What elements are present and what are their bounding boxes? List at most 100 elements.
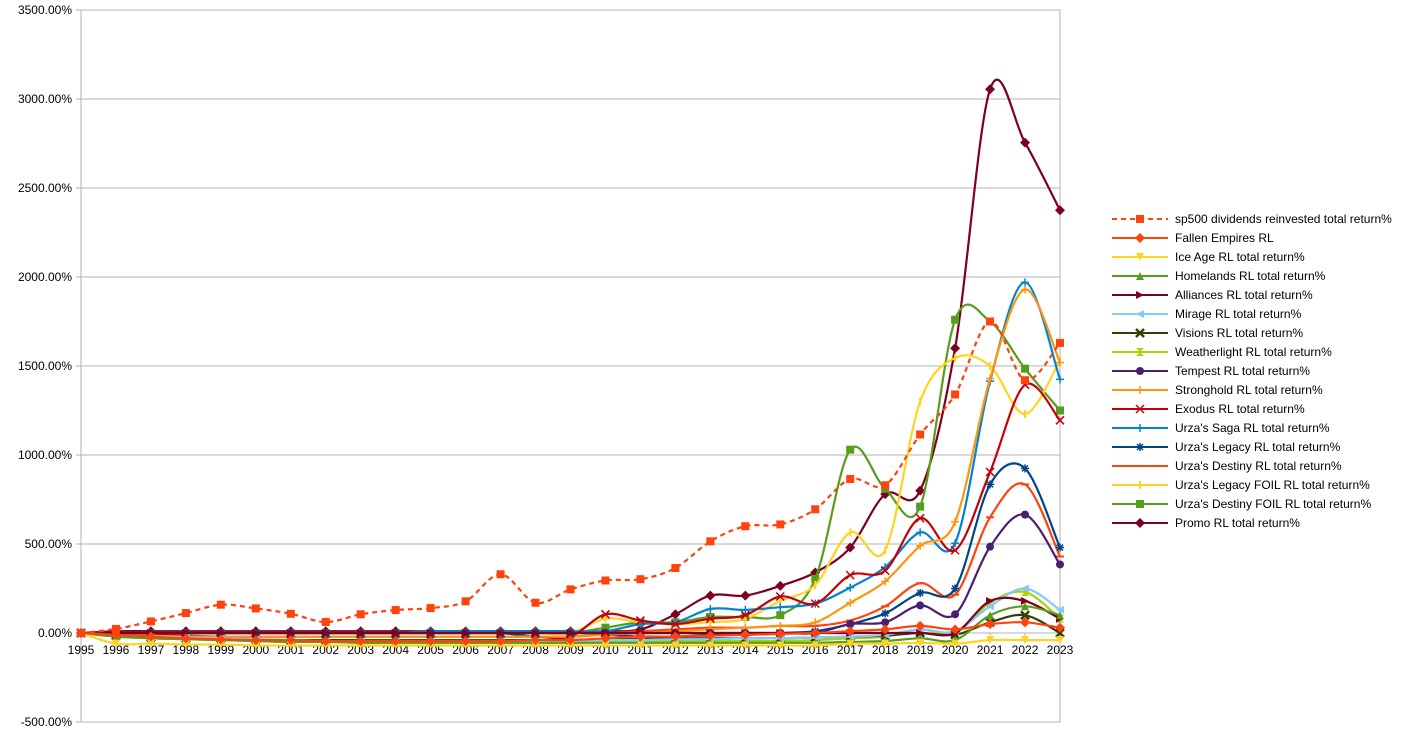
data-point	[849, 528, 852, 537]
data-point	[250, 635, 261, 646]
y-tick-label: 0.00%	[38, 626, 72, 640]
legend-swatch-marker	[1136, 291, 1144, 299]
data-point	[181, 640, 190, 649]
legend-entry: sp500 dividends reinvested total return%	[1112, 212, 1392, 226]
series-urza-s-legacy-foil-rl-total-return	[80, 353, 1061, 637]
y-tick-label: 2500.00%	[18, 181, 72, 195]
legend-label: Urza's Legacy FOIL RL total return%	[1175, 478, 1370, 492]
data-point	[1021, 584, 1030, 593]
data-point	[601, 576, 610, 585]
data-point	[356, 610, 365, 619]
data-point	[880, 624, 891, 635]
x-tick-label: 1998	[173, 643, 200, 657]
x-tick-label: 2021	[977, 643, 1004, 657]
legend-label: Urza's Destiny RL total return%	[1175, 459, 1342, 473]
data-point	[986, 596, 995, 605]
data-point	[391, 629, 400, 637]
data-point	[566, 585, 575, 594]
data-point	[881, 605, 890, 608]
data-point	[1021, 464, 1030, 473]
legend-entry: Stronghold RL total return%	[1112, 383, 1323, 397]
data-point	[635, 631, 646, 642]
legend-label: Mirage RL total return%	[1175, 307, 1302, 321]
data-point	[846, 639, 855, 648]
legend-entry: Visions RL total return%	[1112, 326, 1303, 340]
data-point	[779, 596, 782, 605]
data-point	[951, 584, 960, 593]
data-point	[1021, 285, 1030, 294]
data-point	[1056, 560, 1064, 569]
data-point	[181, 629, 190, 637]
data-point	[740, 590, 751, 601]
data-point	[986, 611, 995, 620]
data-point	[1021, 278, 1030, 287]
data-point	[811, 641, 820, 650]
data-point	[776, 641, 785, 650]
data-point	[146, 617, 155, 626]
data-point	[845, 570, 855, 580]
data-point	[1056, 375, 1064, 384]
data-point	[744, 614, 747, 623]
data-point	[600, 609, 610, 619]
data-point	[286, 609, 295, 618]
data-point	[461, 629, 470, 637]
data-point	[846, 598, 855, 607]
data-point	[251, 629, 260, 637]
y-tick-label: 1000.00%	[18, 448, 72, 462]
legend-label: Urza's Saga RL total return%	[1175, 421, 1330, 435]
data-point	[810, 628, 821, 638]
legend-label: Exodus RL total return%	[1175, 402, 1305, 416]
legend-label: Promo RL total return%	[1175, 516, 1300, 530]
data-point	[950, 343, 961, 354]
data-point	[600, 633, 611, 644]
data-point	[111, 624, 120, 633]
legend-swatch-marker	[1136, 253, 1144, 261]
legend-label: sp500 dividends reinvested total return%	[1175, 212, 1392, 226]
data-point	[636, 575, 645, 584]
legend-swatch-marker	[1136, 465, 1144, 467]
x-tick-label: 2018	[872, 643, 899, 657]
data-point	[1020, 137, 1031, 148]
data-point	[1055, 415, 1065, 425]
legend-label: Visions RL total return%	[1175, 326, 1303, 340]
data-point	[566, 629, 575, 637]
legend-entry: Promo RL total return%	[1112, 516, 1300, 530]
y-tick-label: 3000.00%	[18, 92, 72, 106]
data-point	[881, 639, 890, 648]
legend-label: Urza's Destiny FOIL RL total return%	[1175, 497, 1371, 511]
series-urza-s-destiny-rl-total-return	[77, 482, 1064, 635]
y-axis-tick-labels: -500.00% 0.00% 500.00% 1000.00% 1500.00% 2000…	[18, 3, 72, 729]
data-point	[1056, 406, 1064, 415]
data-point	[601, 641, 610, 650]
data-point	[916, 528, 925, 537]
data-point	[671, 564, 680, 573]
data-point	[566, 641, 575, 650]
legend-entry: Tempest RL total return%	[1112, 364, 1310, 378]
data-point	[356, 629, 365, 637]
x-tick-label: 1999	[208, 643, 235, 657]
data-point	[776, 603, 785, 612]
data-point	[321, 629, 330, 637]
data-point	[391, 606, 400, 615]
data-point	[1024, 410, 1027, 419]
series-line	[80, 78, 1061, 635]
data-point	[741, 522, 750, 531]
legend-swatch-marker	[1135, 328, 1145, 338]
data-point	[565, 635, 576, 646]
legend-entry: Homelands RL total return%	[1112, 269, 1326, 283]
data-point	[986, 374, 995, 383]
data-point	[1056, 605, 1064, 614]
data-point	[951, 539, 960, 548]
data-point	[776, 611, 785, 620]
data-point	[496, 570, 505, 579]
series-line	[81, 303, 1061, 635]
data-point	[916, 582, 925, 585]
legend-entry: Urza's Saga RL total return%	[1112, 421, 1330, 435]
data-point	[216, 640, 225, 649]
data-point	[776, 621, 785, 630]
series-tempest-rl-total-return	[77, 510, 1064, 637]
data-point	[916, 502, 925, 511]
data-point	[845, 626, 856, 637]
data-point	[496, 629, 505, 637]
data-point	[320, 636, 331, 647]
